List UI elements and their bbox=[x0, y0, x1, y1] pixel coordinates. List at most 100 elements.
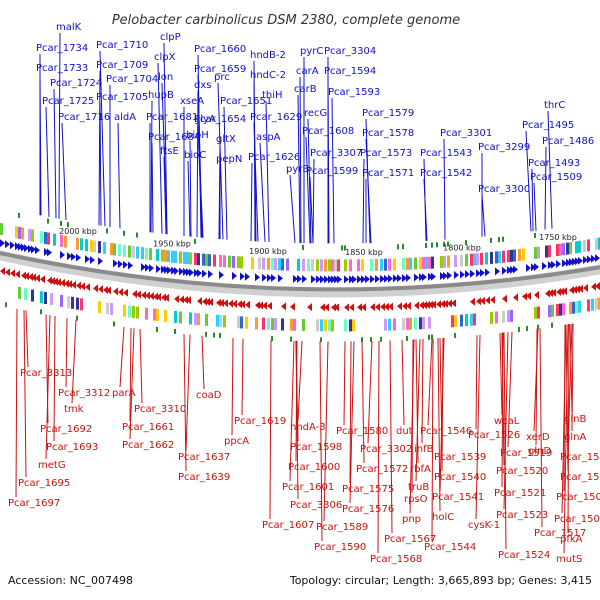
bottom-leader-line bbox=[427, 338, 433, 426]
forward-gene-arrow bbox=[534, 262, 539, 271]
bottom-leader-line bbox=[437, 338, 441, 512]
reverse-gene-arrow bbox=[216, 298, 221, 307]
scale-tick-label: 1800 kbp bbox=[443, 243, 481, 252]
gene-label-Pcar_1542: Pcar_1542 bbox=[420, 168, 472, 179]
rna-marker-forward bbox=[397, 244, 399, 250]
reverse-gene-arrow bbox=[545, 289, 550, 298]
reverse-gene-arrow bbox=[21, 271, 26, 280]
reverse-gene-arrow bbox=[123, 288, 128, 297]
cog-feature-forward bbox=[470, 253, 473, 266]
top-leader-line bbox=[312, 158, 315, 244]
rna-marker-forward bbox=[465, 240, 467, 246]
reverse-gene-arrow bbox=[85, 283, 90, 292]
forward-gene-arrow bbox=[167, 266, 172, 275]
rna-marker-forward bbox=[490, 237, 492, 243]
reverse-gene-arrow bbox=[31, 273, 36, 282]
forward-gene-arrow bbox=[197, 269, 202, 278]
cog-feature-forward bbox=[324, 259, 327, 272]
cog-feature-reverse bbox=[237, 316, 240, 329]
gene-label-tmk: tmk bbox=[64, 404, 84, 415]
cog-feature-forward bbox=[0, 223, 3, 236]
gene-label-Pcar_1507: Pcar_1507 bbox=[554, 514, 600, 525]
cog-feature-forward bbox=[90, 239, 93, 252]
cog-feature-reverse bbox=[240, 316, 243, 329]
gene-label-xseA: xseA bbox=[180, 96, 204, 107]
forward-gene-arrow bbox=[67, 252, 72, 261]
cog-feature-forward bbox=[262, 257, 265, 270]
reverse-gene-arrow bbox=[141, 291, 146, 300]
cog-feature-forward bbox=[428, 256, 431, 269]
rna-marker-forward bbox=[302, 245, 304, 251]
reverse-gene-arrow bbox=[443, 299, 448, 308]
bottom-leader-line bbox=[503, 332, 507, 550]
reverse-gene-arrow bbox=[556, 288, 561, 297]
cog-feature-reverse bbox=[587, 299, 590, 312]
cog-feature-reverse bbox=[507, 310, 510, 323]
cog-feature-forward bbox=[440, 256, 443, 269]
bottom-leader-line bbox=[129, 327, 132, 422]
cog-feature-reverse bbox=[40, 291, 43, 304]
reverse-gene-arrow bbox=[153, 292, 158, 301]
cog-feature-forward bbox=[476, 253, 479, 266]
gene-label-Pcar_1572: Pcar_1572 bbox=[356, 464, 408, 475]
cog-feature-reverse bbox=[216, 314, 219, 327]
gene-label-Pcar_1543: Pcar_1543 bbox=[420, 148, 472, 159]
bottom-leader-line bbox=[367, 341, 373, 444]
cog-feature-forward bbox=[123, 244, 126, 257]
rna-marker-reverse bbox=[370, 337, 372, 343]
topology-label: Topology: circular; Length: 3,665,893 bp… bbox=[289, 574, 592, 587]
reverse-gene-arrow bbox=[98, 285, 103, 294]
top-leader-line bbox=[157, 62, 163, 234]
bottom-leader-line bbox=[129, 328, 135, 440]
cog-feature-reverse bbox=[71, 296, 74, 309]
gene-label-hupB: hupB bbox=[148, 90, 174, 101]
cog-feature-forward bbox=[460, 254, 463, 267]
rna-marker-forward bbox=[344, 245, 346, 251]
cog-feature-reverse bbox=[595, 298, 598, 311]
reverse-gene-arrow bbox=[53, 277, 58, 286]
gene-label-Pcar_1576: Pcar_1576 bbox=[342, 504, 394, 515]
forward-gene-arrow bbox=[591, 254, 596, 263]
forward-gene-arrow bbox=[316, 275, 321, 284]
cog-feature-forward bbox=[522, 248, 525, 261]
forward-gene-arrow bbox=[569, 258, 574, 267]
reverse-gene-arrow bbox=[71, 280, 76, 289]
cog-feature-forward bbox=[307, 259, 310, 272]
gene-label-hndA-3: hndA-3 bbox=[290, 422, 326, 433]
genome-backbone-shadow bbox=[0, 250, 600, 298]
gene-label-Pcar_1589: Pcar_1589 bbox=[316, 522, 368, 533]
forward-gene-arrow bbox=[447, 271, 452, 280]
cog-feature-forward bbox=[98, 241, 101, 254]
cog-feature-reverse bbox=[197, 313, 200, 326]
forward-gene-arrow bbox=[548, 261, 553, 270]
cog-feature-reverse bbox=[50, 293, 53, 306]
forward-gene-arrow bbox=[328, 275, 333, 284]
cog-feature-forward bbox=[164, 249, 167, 262]
top-leader-line bbox=[189, 140, 192, 237]
cog-feature-forward bbox=[31, 229, 34, 242]
top-leader-line bbox=[187, 160, 191, 237]
cog-feature-forward bbox=[141, 247, 144, 260]
reverse-gene-arrow bbox=[480, 296, 485, 305]
gene-label-metG: metG bbox=[38, 460, 66, 471]
gene-label-Pcar_1523: Pcar_1523 bbox=[496, 510, 548, 521]
cog-feature-reverse bbox=[490, 311, 493, 324]
rna-marker-reverse bbox=[380, 336, 382, 342]
gene-label-Pcar_3312: Pcar_3312 bbox=[58, 388, 110, 399]
gene-label-mutS: mutS bbox=[556, 554, 582, 565]
cog-feature-reverse bbox=[409, 317, 412, 330]
gene-label-pepN: pepN bbox=[216, 154, 242, 165]
forward-gene-arrow bbox=[164, 265, 169, 274]
forward-gene-arrow bbox=[419, 273, 424, 282]
bottom-leader-line bbox=[565, 324, 569, 472]
forward-gene-arrow bbox=[406, 273, 411, 282]
cog-feature-reverse bbox=[174, 310, 177, 323]
reverse-gene-arrow bbox=[451, 299, 456, 308]
top-leader-line bbox=[533, 182, 537, 231]
bottom-leader-line bbox=[501, 332, 504, 488]
cog-feature-reverse bbox=[572, 301, 575, 314]
cog-feature-forward bbox=[64, 235, 67, 248]
forward-gene-arrow bbox=[60, 250, 65, 259]
cog-feature-forward bbox=[406, 257, 409, 270]
cog-feature-forward bbox=[44, 232, 47, 245]
